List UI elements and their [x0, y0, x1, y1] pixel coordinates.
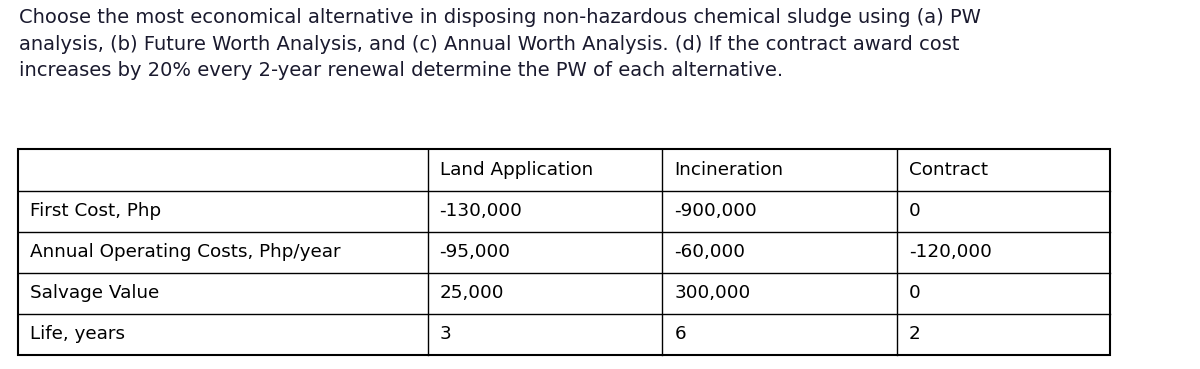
Text: 300,000: 300,000 — [674, 284, 750, 302]
Text: -95,000: -95,000 — [439, 243, 510, 261]
Text: Annual Operating Costs, Php/year: Annual Operating Costs, Php/year — [30, 243, 341, 261]
Text: 3: 3 — [439, 325, 451, 344]
Text: -900,000: -900,000 — [674, 202, 757, 220]
Text: Salvage Value: Salvage Value — [30, 284, 160, 302]
Text: 2: 2 — [910, 325, 920, 344]
Text: Contract: Contract — [910, 161, 988, 179]
Text: -120,000: -120,000 — [910, 243, 992, 261]
Text: Life, years: Life, years — [30, 325, 125, 344]
Text: 25,000: 25,000 — [439, 284, 504, 302]
Text: 6: 6 — [674, 325, 686, 344]
Text: -130,000: -130,000 — [439, 202, 522, 220]
Text: Incineration: Incineration — [674, 161, 784, 179]
Bar — [18, 149, 1110, 355]
Text: 0: 0 — [910, 202, 920, 220]
Text: 0: 0 — [910, 284, 920, 302]
Text: Choose the most economical alternative in disposing non-hazardous chemical sludg: Choose the most economical alternative i… — [19, 8, 982, 80]
Text: Land Application: Land Application — [439, 161, 593, 179]
Text: First Cost, Php: First Cost, Php — [30, 202, 161, 220]
Text: -60,000: -60,000 — [674, 243, 745, 261]
